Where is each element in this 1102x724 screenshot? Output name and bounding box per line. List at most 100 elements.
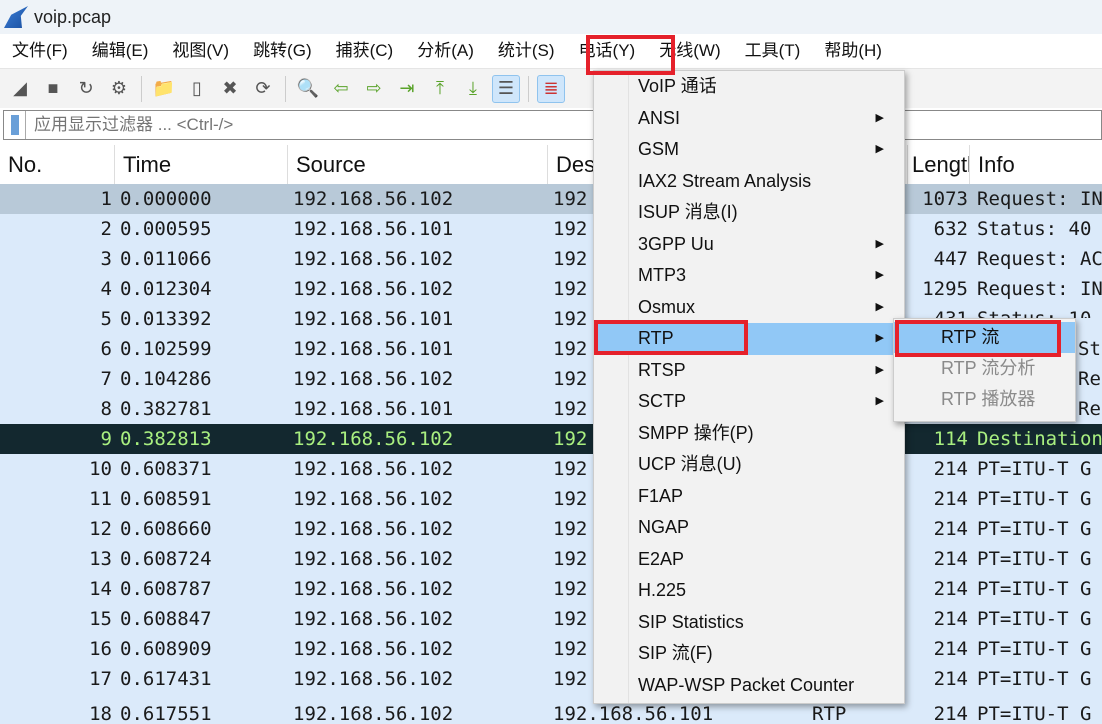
packet-time: 0.617551	[120, 704, 212, 724]
menu-item-label: SMPP 操作(P)	[638, 422, 754, 443]
menu-5[interactable]: 分析(A)	[417, 41, 474, 60]
packet-dst: 192	[553, 428, 588, 450]
column-header-source[interactable]: Source	[288, 145, 548, 185]
submenu-item-0[interactable]: RTP 流	[894, 322, 1075, 353]
menu-item-gsm[interactable]: GSM ▶	[594, 134, 904, 166]
menu-4[interactable]: 捕获(C)	[335, 41, 394, 60]
packet-info: Request: Re	[1078, 398, 1102, 420]
menu-7[interactable]: 电话(Y)	[578, 41, 636, 60]
column-header-time[interactable]: Time	[115, 145, 288, 185]
menu-item-iax2-stream-analysis[interactable]: IAX2 Stream Analysis	[594, 166, 904, 198]
packet-src: 192.168.56.102	[293, 368, 454, 390]
menu-1[interactable]: 编辑(E)	[91, 41, 149, 60]
back-arrow-icon[interactable]: ⇦	[333, 78, 349, 98]
last-packet-icon[interactable]: ⤓	[469, 78, 477, 98]
packet-row[interactable]: 18 0.617551 192.168.56.102 192.168.56.101 RT…	[0, 694, 1102, 724]
packet-row[interactable]: 2 0.000595 192.168.56.101 192 632 Status: 40	[0, 214, 1102, 244]
file-icon[interactable]: ▯	[192, 78, 202, 98]
packet-dst: 192	[553, 218, 588, 240]
menu-6[interactable]: 统计(S)	[497, 41, 555, 60]
options-gear-icon[interactable]: ⚙	[110, 78, 128, 98]
reload-file-icon[interactable]: ⟳	[255, 78, 271, 98]
restart-icon[interactable]: ↻	[78, 78, 94, 98]
packet-len: 1295	[922, 278, 968, 300]
menu-item-osmux[interactable]: Osmux ▶	[594, 292, 904, 324]
packet-row[interactable]: 10 0.608371 192.168.56.102 192 214 PT=ITU-T G	[0, 454, 1102, 484]
menu-item-3gpp-uu[interactable]: 3GPP Uu ▶	[594, 229, 904, 261]
packet-no: 10	[89, 458, 112, 480]
menu-item-label: NGAP	[638, 517, 690, 537]
packet-row[interactable]: 14 0.608787 192.168.56.102 192 214 PT=ITU-T G	[0, 574, 1102, 604]
bookmark-icon[interactable]	[4, 111, 26, 139]
column-header-protocol[interactable]	[808, 145, 908, 185]
packet-len: 214	[933, 458, 968, 480]
menu-item-smpp-p[interactable]: SMPP 操作(P)	[594, 418, 904, 450]
window-title: voip.pcap	[34, 6, 112, 27]
forward-arrow-icon[interactable]: ⇨	[366, 78, 382, 98]
menu-item-ansi[interactable]: ANSI ▶	[594, 103, 904, 135]
packet-row[interactable]: 12 0.608660 192.168.56.102 192 214 PT=ITU-T G	[0, 514, 1102, 544]
menu-10[interactable]: 帮助(H)	[824, 41, 882, 60]
packet-row[interactable]: 3 0.011066 192.168.56.102 192 447 Request: AC	[0, 244, 1102, 274]
menu-9[interactable]: 工具(T)	[744, 41, 801, 60]
menu-item-rtp[interactable]: RTP ▶	[594, 323, 904, 355]
go-to-packet-icon[interactable]: ⇥	[399, 78, 415, 98]
stop-icon[interactable]: ■	[47, 78, 59, 98]
column-header-info[interactable]: Info	[970, 145, 1102, 185]
menu-8[interactable]: 无线(W)	[659, 41, 721, 60]
packet-no: 1	[100, 188, 112, 210]
menu-item-f1ap[interactable]: F1AP	[594, 481, 904, 513]
packet-info: Request: IN	[977, 278, 1102, 300]
menu-item-isup-i[interactable]: ISUP 消息(I)	[594, 197, 904, 229]
menu-0[interactable]: 文件(F)	[12, 41, 68, 60]
packet-row[interactable]: 17 0.617431 192.168.56.102 192 214 PT=ITU-T G	[0, 664, 1102, 694]
packet-no: 4	[100, 278, 112, 300]
packet-src: 192.168.56.102	[293, 704, 454, 724]
first-packet-icon[interactable]: ⤒	[436, 78, 444, 98]
packet-no: 18	[89, 704, 112, 724]
menu-3[interactable]: 跳转(G)	[253, 41, 312, 60]
submenu-arrow-icon: ▶	[875, 269, 884, 281]
packet-row[interactable]: 16 0.608909 192.168.56.102 192 214 PT=ITU-T G	[0, 634, 1102, 664]
packet-row[interactable]: 11 0.608591 192.168.56.102 192 214 PT=ITU-T G	[0, 484, 1102, 514]
close-file-icon[interactable]: ✖	[222, 78, 238, 98]
packet-len: 214	[933, 704, 968, 724]
packet-info: PT=ITU-T G	[977, 608, 1092, 630]
menu-item-rtsp[interactable]: RTSP ▶	[594, 355, 904, 387]
display-filter-bar	[3, 110, 1102, 140]
packet-len: 214	[933, 578, 968, 600]
shark-fin-start-icon[interactable]: ◢	[13, 78, 27, 98]
autoscroll-icon[interactable]: ☰	[492, 74, 520, 103]
menu-item-ngap[interactable]: NGAP	[594, 512, 904, 544]
menu-item-sip-f[interactable]: SIP 流(F)	[594, 638, 904, 670]
packet-row[interactable]: 13 0.608724 192.168.56.102 192 214 PT=ITU-T G	[0, 544, 1102, 574]
menu-item-h-225[interactable]: H.225	[594, 575, 904, 607]
menu-item-label: UCP 消息(U)	[638, 454, 742, 474]
menu-item-sip-statistics[interactable]: SIP Statistics	[594, 607, 904, 639]
find-magnifier-icon[interactable]: 🔍	[296, 78, 320, 98]
packet-pro: RTP	[812, 704, 847, 724]
wireshark-logo-icon	[4, 6, 28, 28]
packet-info: Status: 40	[977, 218, 1092, 240]
menu-item-voip[interactable]: VoIP 通话	[594, 71, 904, 103]
menu-item-e2ap[interactable]: E2AP	[594, 544, 904, 576]
packet-info: PT=ITU-T G	[977, 704, 1092, 724]
menu-2[interactable]: 视图(V)	[172, 41, 230, 60]
open-folder-icon[interactable]: 📁	[152, 78, 176, 98]
menu-item-sctp[interactable]: SCTP ▶	[594, 386, 904, 418]
menu-item-label: RTSP	[638, 359, 686, 380]
menu-item-ucp-u[interactable]: UCP 消息(U)	[594, 449, 904, 481]
packet-row[interactable]: 9 0.382813 192.168.56.102 192 114 Destination	[0, 424, 1102, 454]
packet-row[interactable]: 4 0.012304 192.168.56.102 192 1295 Request: I…	[0, 274, 1102, 304]
packet-time: 0.000000	[120, 188, 212, 210]
packet-row[interactable]: 1 0.000000 192.168.56.102 192 1073 Request: I…	[0, 184, 1102, 214]
packet-no: 17	[89, 668, 112, 690]
menu-item-wap-wsp-packet-counter[interactable]: WAP-WSP Packet Counter	[594, 670, 904, 702]
colorize-icon[interactable]: ≣	[537, 74, 565, 103]
packet-dst: 192	[553, 398, 588, 420]
menu-item-mtp3[interactable]: MTP3 ▶	[594, 260, 904, 292]
column-header-length[interactable]: Length	[908, 145, 970, 185]
column-header-no.[interactable]: No.	[0, 145, 115, 185]
packet-row[interactable]: 5 0.013392 192.168.56.101 192 431 Status: 10	[0, 304, 1102, 334]
packet-row[interactable]: 15 0.608847 192.168.56.102 192 214 PT=ITU-T G	[0, 604, 1102, 634]
